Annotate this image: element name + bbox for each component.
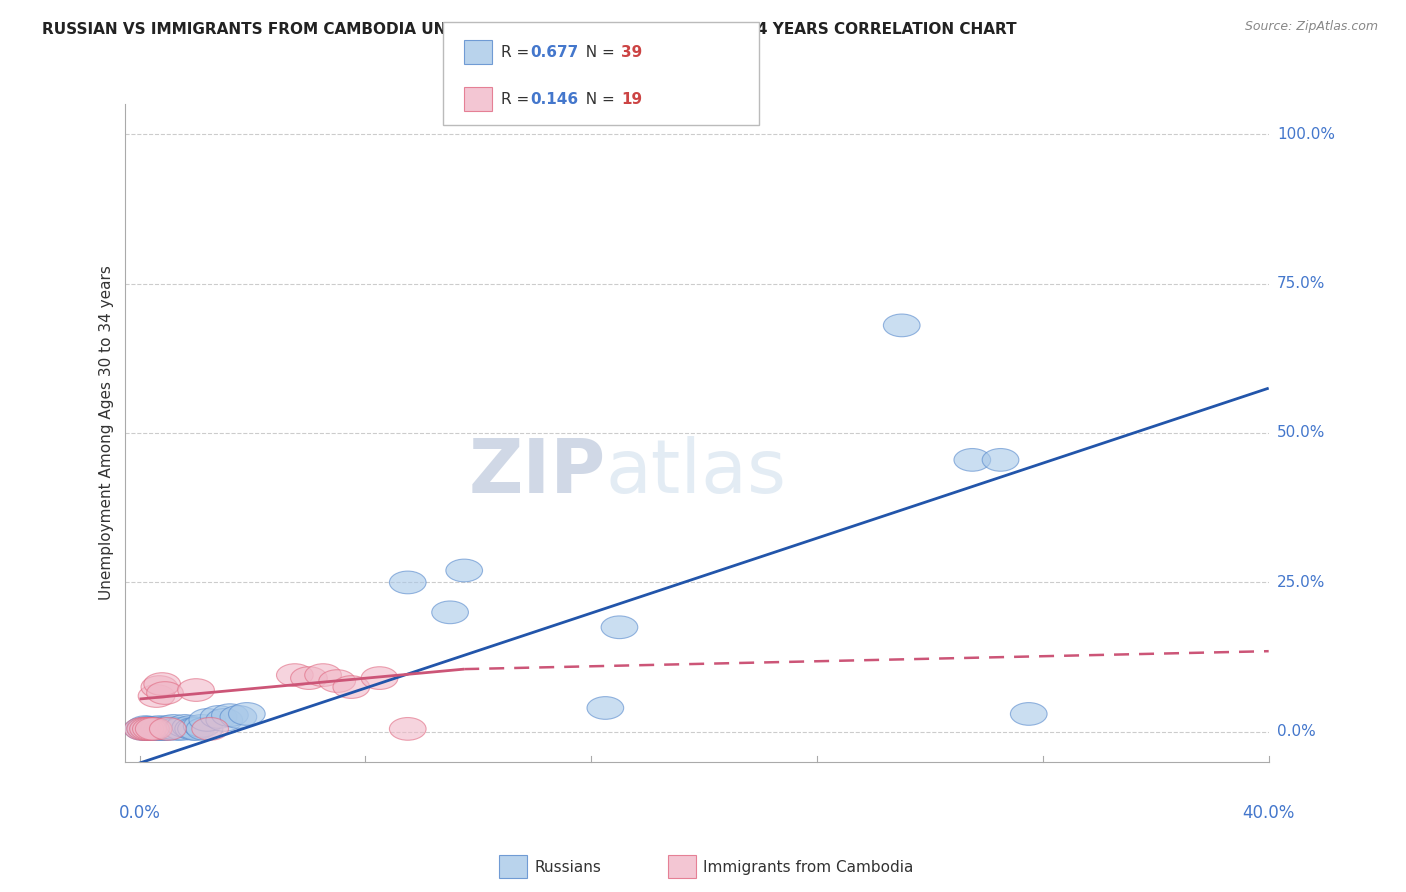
Ellipse shape bbox=[186, 717, 224, 740]
Ellipse shape bbox=[432, 601, 468, 624]
Ellipse shape bbox=[129, 717, 166, 740]
Text: 50.0%: 50.0% bbox=[1277, 425, 1326, 441]
Text: 0.0%: 0.0% bbox=[1277, 724, 1316, 739]
Ellipse shape bbox=[191, 717, 229, 740]
Ellipse shape bbox=[135, 717, 172, 740]
Text: 39: 39 bbox=[621, 45, 643, 61]
Ellipse shape bbox=[277, 664, 314, 687]
Ellipse shape bbox=[138, 717, 174, 740]
Text: 0.146: 0.146 bbox=[530, 92, 578, 107]
Ellipse shape bbox=[157, 717, 194, 740]
Ellipse shape bbox=[172, 715, 208, 739]
Ellipse shape bbox=[602, 615, 638, 639]
Ellipse shape bbox=[149, 715, 186, 739]
Ellipse shape bbox=[1011, 703, 1047, 725]
Text: 19: 19 bbox=[621, 92, 643, 107]
Ellipse shape bbox=[138, 685, 174, 707]
Text: 0.0%: 0.0% bbox=[118, 804, 160, 822]
Ellipse shape bbox=[211, 704, 249, 726]
Ellipse shape bbox=[143, 673, 180, 696]
Ellipse shape bbox=[163, 717, 200, 740]
Ellipse shape bbox=[953, 449, 991, 471]
Ellipse shape bbox=[129, 716, 166, 739]
Text: 75.0%: 75.0% bbox=[1277, 276, 1326, 291]
Ellipse shape bbox=[361, 666, 398, 690]
Ellipse shape bbox=[155, 714, 191, 738]
Ellipse shape bbox=[143, 717, 180, 740]
Ellipse shape bbox=[205, 708, 243, 731]
Text: ZIP: ZIP bbox=[468, 436, 606, 509]
Text: 40.0%: 40.0% bbox=[1243, 804, 1295, 822]
Text: Source: ZipAtlas.com: Source: ZipAtlas.com bbox=[1244, 20, 1378, 33]
Y-axis label: Unemployment Among Ages 30 to 34 years: Unemployment Among Ages 30 to 34 years bbox=[100, 266, 114, 600]
Ellipse shape bbox=[389, 571, 426, 594]
Ellipse shape bbox=[219, 706, 257, 728]
Ellipse shape bbox=[200, 706, 238, 728]
Ellipse shape bbox=[229, 703, 266, 725]
Text: N =: N = bbox=[576, 92, 620, 107]
Ellipse shape bbox=[127, 717, 163, 740]
Ellipse shape bbox=[132, 717, 169, 740]
Ellipse shape bbox=[149, 717, 186, 740]
Ellipse shape bbox=[183, 714, 219, 738]
Ellipse shape bbox=[124, 717, 160, 740]
Text: R =: R = bbox=[501, 45, 534, 61]
Ellipse shape bbox=[135, 717, 172, 740]
Ellipse shape bbox=[983, 449, 1019, 471]
Ellipse shape bbox=[132, 717, 169, 740]
Ellipse shape bbox=[149, 717, 186, 740]
Ellipse shape bbox=[188, 708, 226, 731]
Ellipse shape bbox=[127, 717, 163, 740]
Ellipse shape bbox=[129, 717, 166, 740]
Ellipse shape bbox=[174, 717, 211, 740]
Text: 100.0%: 100.0% bbox=[1277, 127, 1336, 142]
Text: R =: R = bbox=[501, 92, 534, 107]
Ellipse shape bbox=[127, 715, 163, 739]
Ellipse shape bbox=[319, 670, 356, 692]
Ellipse shape bbox=[389, 717, 426, 740]
Text: Russians: Russians bbox=[534, 860, 602, 874]
Ellipse shape bbox=[141, 715, 177, 739]
Ellipse shape bbox=[177, 717, 214, 740]
Text: Immigrants from Cambodia: Immigrants from Cambodia bbox=[703, 860, 914, 874]
Ellipse shape bbox=[333, 675, 370, 698]
Text: N =: N = bbox=[576, 45, 620, 61]
Ellipse shape bbox=[141, 675, 177, 698]
Text: atlas: atlas bbox=[606, 436, 786, 509]
Ellipse shape bbox=[291, 666, 328, 690]
Ellipse shape bbox=[166, 714, 202, 738]
Ellipse shape bbox=[305, 664, 342, 687]
Text: 25.0%: 25.0% bbox=[1277, 575, 1326, 590]
Text: RUSSIAN VS IMMIGRANTS FROM CAMBODIA UNEMPLOYMENT AMONG AGES 30 TO 34 YEARS CORRE: RUSSIAN VS IMMIGRANTS FROM CAMBODIA UNEM… bbox=[42, 22, 1017, 37]
Ellipse shape bbox=[146, 681, 183, 705]
Ellipse shape bbox=[883, 314, 920, 337]
Ellipse shape bbox=[177, 679, 214, 701]
Ellipse shape bbox=[446, 559, 482, 582]
Ellipse shape bbox=[124, 717, 160, 740]
Ellipse shape bbox=[586, 697, 624, 719]
Ellipse shape bbox=[146, 717, 183, 740]
Ellipse shape bbox=[141, 717, 177, 740]
Ellipse shape bbox=[135, 716, 172, 739]
Text: 0.677: 0.677 bbox=[530, 45, 578, 61]
